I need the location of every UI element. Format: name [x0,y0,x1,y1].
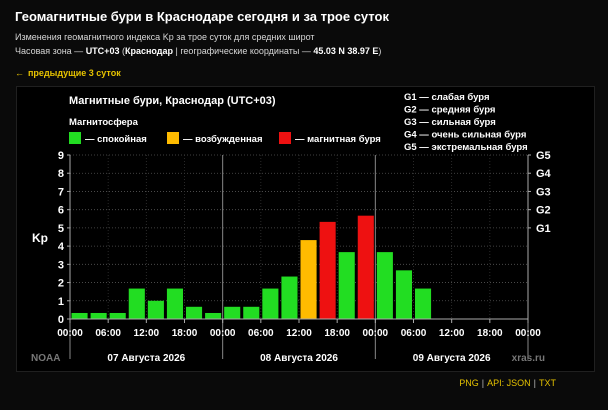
timezone-close: ) [378,46,382,56]
storm-scale-item: G2 — средняя буря [404,105,495,116]
kp-bar [338,252,355,319]
x-tick-label: 00:00 [210,328,236,339]
previous-days-label: предыдущие 3 суток [28,68,121,78]
g-scale-label: G1 [536,223,551,235]
kp-bar [71,312,88,319]
api-json-link[interactable]: API: JSON [487,378,531,388]
arrow-left-icon: ← [15,68,24,78]
legend-label: — магнитная буря [295,134,381,145]
x-tick-label: 12:00 [286,328,312,339]
x-tick-label: 18:00 [477,328,503,339]
storm-scale-item: G3 — сильная буря [404,117,496,128]
kp-bar [300,240,317,319]
x-tick-label: 06:00 [248,328,274,339]
y-tick-label: 6 [58,205,64,217]
footer-links: PNG | API: JSON | TXT [459,378,556,388]
legend-label: — спокойная [85,134,147,145]
kp-bar [90,312,107,319]
page-title: Геомагнитные бури в Краснодаре сегодня и… [15,9,389,24]
y-axis-label: Kp [32,231,48,245]
kp-bar [166,288,183,319]
txt-link[interactable]: TXT [539,378,556,388]
y-tick-label: 3 [58,259,64,271]
storm-scale-item: G5 — экстремальная буря [404,142,528,153]
kp-bar [262,288,279,319]
legend-label: — возбужденная [183,134,263,145]
g-scale-label: G5 [536,150,551,162]
kp-bar [186,306,203,319]
kp-bar [109,312,126,319]
kp-chart: Магнитные бури, Краснодар (UTC+03) Магнит… [31,92,552,364]
kp-bar [243,306,260,319]
legend-swatch [167,132,179,144]
legend-title: Магнитосфера [69,117,139,128]
png-link[interactable]: PNG [459,378,479,388]
storm-scale-item: G1 — слабая буря [404,92,490,103]
page-subtitle: Изменения геомагнитного индекса Kp за тр… [15,32,315,42]
day-label: 08 Августа 2026 [260,353,338,364]
kp-bar [357,215,374,319]
footer-separator: | [533,378,536,388]
y-tick-label: 4 [58,241,65,253]
y-tick-label: 0 [58,314,64,326]
kp-bar [376,252,393,319]
kp-bar [415,288,432,319]
x-tick-label: 18:00 [324,328,350,339]
footer-separator: | [481,378,485,388]
x-tick-label: 00:00 [515,328,541,339]
source-xras: xras.ru [512,353,545,364]
x-tick-label: 00:00 [363,328,389,339]
timezone-city: Краснодар [124,46,173,56]
day-label: 09 Августа 2026 [413,353,491,364]
timezone-prefix: Часовая зона — [15,46,86,56]
legend-swatch [69,132,81,144]
g-scale-label: G4 [536,168,552,180]
y-tick-label: 5 [58,223,64,235]
chart-title: Магнитные бури, Краснодар (UTC+03) [69,95,276,107]
y-tick-label: 9 [58,150,64,162]
day-label: 07 Августа 2026 [107,353,185,364]
g-scale-label: G3 [536,186,551,198]
kp-bar [281,276,298,319]
kp-bar [205,312,222,319]
previous-days-link[interactable]: ← предыдущие 3 суток [15,68,121,78]
y-tick-label: 8 [58,168,64,180]
kp-bar [319,221,336,319]
storm-scale-item: G4 — очень сильная буря [404,130,526,141]
timezone-open: ( [119,46,125,56]
x-tick-label: 06:00 [95,328,121,339]
y-tick-label: 1 [58,296,64,308]
kp-bar [224,306,241,319]
source-noaa: NOAA [31,353,60,364]
x-tick-label: 00:00 [57,328,83,339]
timezone-mid: | географические координаты — [173,46,314,56]
kp-bar [147,300,164,319]
x-tick-label: 12:00 [439,328,465,339]
kp-bar [395,270,412,319]
timezone-info: Часовая зона — UTC+03 (Краснодар | геогр… [15,46,381,56]
g-scale-label: G2 [536,205,551,217]
timezone-coords: 45.03 N 38.97 E [313,46,379,56]
x-tick-label: 06:00 [401,328,427,339]
x-tick-label: 12:00 [134,328,160,339]
y-tick-label: 7 [58,186,64,198]
kp-bar [128,288,145,319]
kp-chart-frame: Магнитные бури, Краснодар (UTC+03) Магнит… [16,86,595,372]
legend-swatch [279,132,291,144]
x-tick-label: 18:00 [172,328,198,339]
y-tick-label: 2 [58,278,64,290]
timezone-value: UTC+03 [85,46,120,56]
